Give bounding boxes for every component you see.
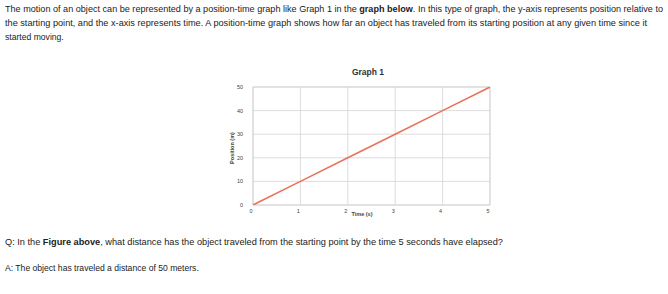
grid-line (253, 87, 490, 88)
x-tick-label: 3 (392, 208, 395, 214)
grid-line (300, 87, 301, 205)
grid-line (253, 110, 490, 111)
grid-line (395, 87, 396, 205)
text-run: Figure above (43, 237, 101, 247)
y-tick-label: 0 (240, 202, 243, 208)
text-run: the starting point, and the x-axis repre… (5, 18, 648, 28)
y-tick-label: 20 (237, 155, 243, 161)
intro-line: the starting point, and the x-axis repre… (5, 18, 648, 28)
grid-line (253, 157, 490, 158)
page: The motion of an object can be represent… (0, 0, 668, 294)
grid-line (253, 205, 490, 206)
y-tick-label: 40 (237, 108, 243, 114)
grid-line (253, 87, 254, 205)
plot-marks (253, 87, 490, 205)
grid-line (253, 134, 490, 135)
grid-line (442, 87, 443, 205)
intro-line: started moving. (5, 32, 64, 42)
y-axis-label: Position (m) (229, 132, 235, 164)
x-axis-label: Time (s) (352, 211, 373, 217)
y-tick-label: 30 (237, 131, 243, 137)
text-run: Q: In the (5, 237, 43, 247)
x-tick-label: 4 (439, 208, 442, 214)
x-tick-label: 0 (249, 208, 252, 214)
x-tick-label: 5 (486, 208, 489, 214)
y-tick-label: 50 (237, 84, 243, 90)
intro-line: The motion of an object can be represent… (5, 4, 663, 14)
x-tick-label: 2 (344, 208, 347, 214)
text-run: graph below (359, 4, 413, 14)
y-tick-label: 10 (237, 178, 243, 184)
text-run: . In this type of graph, the y-axis repr… (413, 4, 663, 14)
grid-line (253, 181, 490, 182)
text-run: started moving. (5, 32, 64, 42)
question: Q: In the Figure above, what distance ha… (5, 237, 503, 247)
grid-line (347, 87, 348, 205)
text-run: The motion of an object can be represent… (5, 4, 359, 14)
answer: A: The object has traveled a distance of… (5, 263, 199, 273)
x-tick-label: 1 (297, 208, 300, 214)
text-run: A: The object has traveled a distance of… (5, 263, 199, 273)
chart-title: Graph 1 (352, 67, 384, 77)
plot-frame (253, 87, 490, 205)
series-line (253, 87, 490, 205)
text-run: , what distance has the object traveled … (100, 237, 503, 247)
grid-line (490, 87, 491, 205)
